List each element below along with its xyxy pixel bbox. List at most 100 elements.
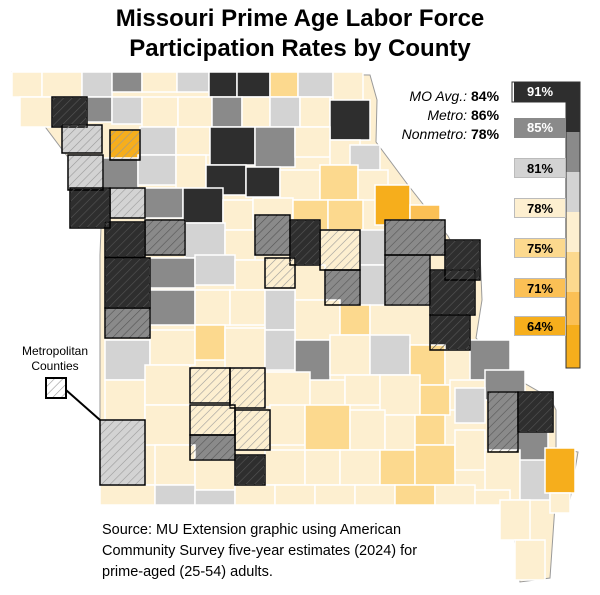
metro-label-line-1: Metropolitan [21, 344, 89, 358]
stat-label: Nonmetro: [401, 126, 467, 142]
county [369, 334, 411, 376]
county [149, 329, 196, 366]
county [111, 71, 143, 93]
county [544, 447, 576, 494]
county [144, 404, 191, 446]
county [254, 126, 296, 168]
county [329, 334, 371, 376]
county [434, 484, 476, 506]
metro-county-hatch [429, 269, 476, 316]
county [229, 289, 266, 326]
legend-label-91: 91% [514, 82, 566, 102]
metro-county-hatch [109, 187, 146, 219]
county [319, 164, 359, 201]
county [234, 484, 276, 506]
legend-shape [511, 81, 581, 369]
county [182, 187, 224, 224]
county [454, 429, 486, 471]
stat-label: Metro: [427, 107, 467, 123]
county [297, 71, 334, 98]
county [327, 199, 364, 231]
county [384, 414, 416, 451]
metro-county-hatch [264, 257, 296, 289]
county [414, 414, 446, 446]
metro-county-hatch [69, 187, 111, 229]
county [41, 71, 83, 98]
metro-county-outlines [51, 96, 554, 486]
county [344, 374, 381, 406]
county [194, 324, 226, 361]
county [137, 154, 177, 186]
metro-county-hatch [429, 314, 471, 351]
metro-county-hatch [384, 254, 431, 306]
county [154, 444, 196, 486]
county [294, 299, 341, 341]
county [359, 229, 386, 266]
county [264, 371, 311, 408]
county [339, 449, 381, 486]
stat-value: 84% [471, 88, 500, 104]
county [211, 96, 243, 128]
county [222, 199, 254, 231]
county [194, 459, 236, 491]
metro-county-hatch [384, 219, 446, 256]
county [19, 96, 53, 128]
legend-label-64: 64% [514, 316, 566, 336]
county [184, 222, 226, 259]
county [549, 492, 571, 514]
county [194, 489, 236, 506]
metro-county-hatch [324, 269, 361, 306]
county [274, 484, 316, 506]
title-line-2: Participation Rates by County [129, 35, 471, 62]
metro-county-hatch [517, 391, 554, 433]
county [264, 449, 306, 486]
county [104, 379, 146, 421]
metro-county-hatch [234, 409, 271, 451]
metro-county-hatch [189, 404, 236, 436]
metro-county-hatch [234, 454, 266, 486]
metro-county-hatch [109, 129, 141, 161]
metro-county-hatch [487, 391, 519, 453]
county [419, 384, 451, 416]
county [499, 499, 531, 541]
county [299, 96, 331, 128]
metro-county-hatch [189, 434, 236, 461]
county [236, 71, 271, 98]
county [339, 304, 371, 336]
metro-county-hatch [104, 221, 146, 258]
county [359, 264, 386, 311]
county [175, 154, 207, 191]
county [194, 254, 236, 286]
county [177, 96, 213, 128]
county [264, 289, 296, 331]
county [102, 157, 139, 189]
county [264, 329, 296, 371]
county [514, 539, 546, 581]
metro-county-hatch [229, 367, 266, 409]
map-title: Missouri Prime Age Labor Force Participa… [0, 4, 600, 64]
county [104, 339, 151, 381]
county [154, 484, 196, 506]
metro-county-hatch [104, 307, 151, 339]
county [139, 126, 177, 156]
county [81, 71, 113, 98]
county [374, 184, 411, 226]
county [234, 259, 266, 291]
county [245, 166, 281, 198]
county [354, 484, 396, 506]
county [141, 96, 179, 128]
county [269, 71, 299, 98]
county [209, 126, 256, 166]
county [175, 126, 211, 156]
metro-county-hatch [67, 154, 104, 191]
county [329, 99, 371, 141]
county [349, 409, 386, 451]
county [86, 96, 113, 123]
county [111, 96, 143, 125]
county [224, 327, 266, 369]
legend-label-71: 71% [514, 278, 566, 298]
county [332, 71, 364, 103]
legend-label-75: 75% [514, 238, 566, 258]
county [314, 484, 356, 506]
metro-callout-line [65, 389, 101, 421]
